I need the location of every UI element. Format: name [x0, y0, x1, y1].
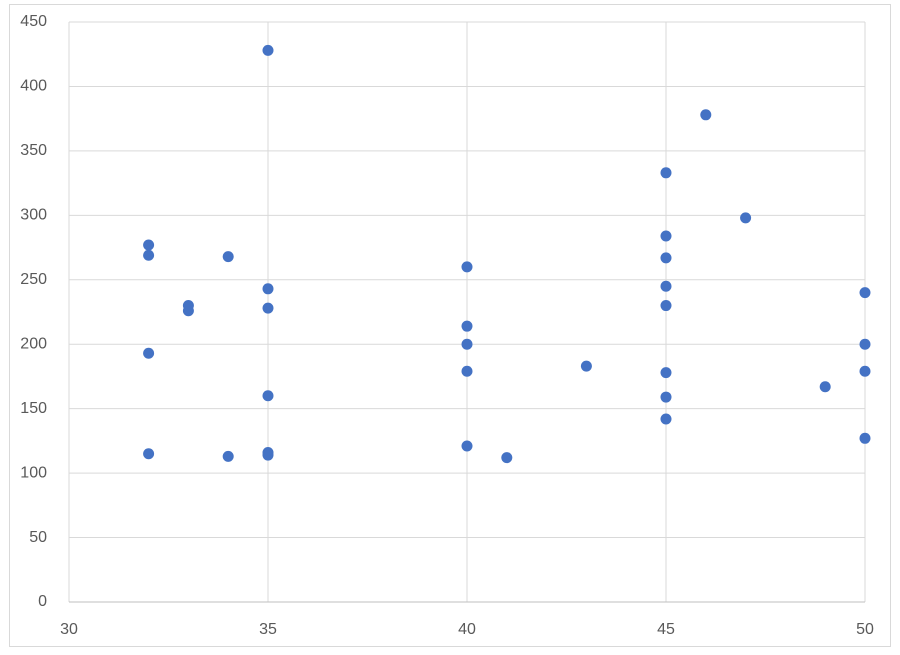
point — [222, 450, 234, 462]
y-tick-label: 50 — [29, 529, 47, 546]
point — [660, 230, 672, 242]
y-tick-label: 150 — [20, 400, 47, 417]
point — [740, 212, 752, 224]
y-tick-label: 100 — [20, 464, 47, 481]
x-tick-label: 35 — [259, 621, 277, 638]
y-tick-label: 250 — [20, 271, 47, 288]
point — [262, 449, 274, 461]
chart-border — [9, 4, 891, 647]
x-tick-label: 45 — [657, 621, 675, 638]
point — [660, 280, 672, 292]
point — [660, 167, 672, 179]
point — [501, 452, 513, 464]
point — [143, 448, 155, 460]
y-tick-label: 400 — [20, 78, 47, 95]
point — [262, 390, 274, 402]
point — [859, 432, 871, 444]
point — [580, 360, 592, 372]
y-tick-label: 200 — [20, 335, 47, 352]
point — [182, 305, 194, 317]
point — [461, 338, 473, 350]
point — [262, 302, 274, 314]
x-tick-label: 30 — [60, 621, 78, 638]
y-tick-label: 0 — [38, 593, 47, 610]
point — [819, 381, 831, 393]
x-tick-label: 50 — [856, 621, 874, 638]
y-tick-label: 300 — [20, 207, 47, 224]
point — [660, 252, 672, 264]
point — [859, 287, 871, 299]
point — [222, 251, 234, 263]
point — [859, 338, 871, 350]
point — [262, 283, 274, 295]
point — [660, 391, 672, 403]
point — [461, 320, 473, 332]
point — [660, 367, 672, 379]
point — [461, 261, 473, 273]
y-tick-label: 450 — [20, 13, 47, 30]
point — [461, 440, 473, 452]
point — [461, 365, 473, 377]
point — [660, 300, 672, 312]
point — [262, 44, 274, 56]
point — [143, 347, 155, 359]
point — [660, 413, 672, 425]
point — [700, 109, 712, 121]
x-tick-label: 40 — [458, 621, 476, 638]
point — [143, 249, 155, 261]
point — [143, 239, 155, 251]
y-tick-label: 350 — [20, 142, 47, 159]
point — [859, 365, 871, 377]
